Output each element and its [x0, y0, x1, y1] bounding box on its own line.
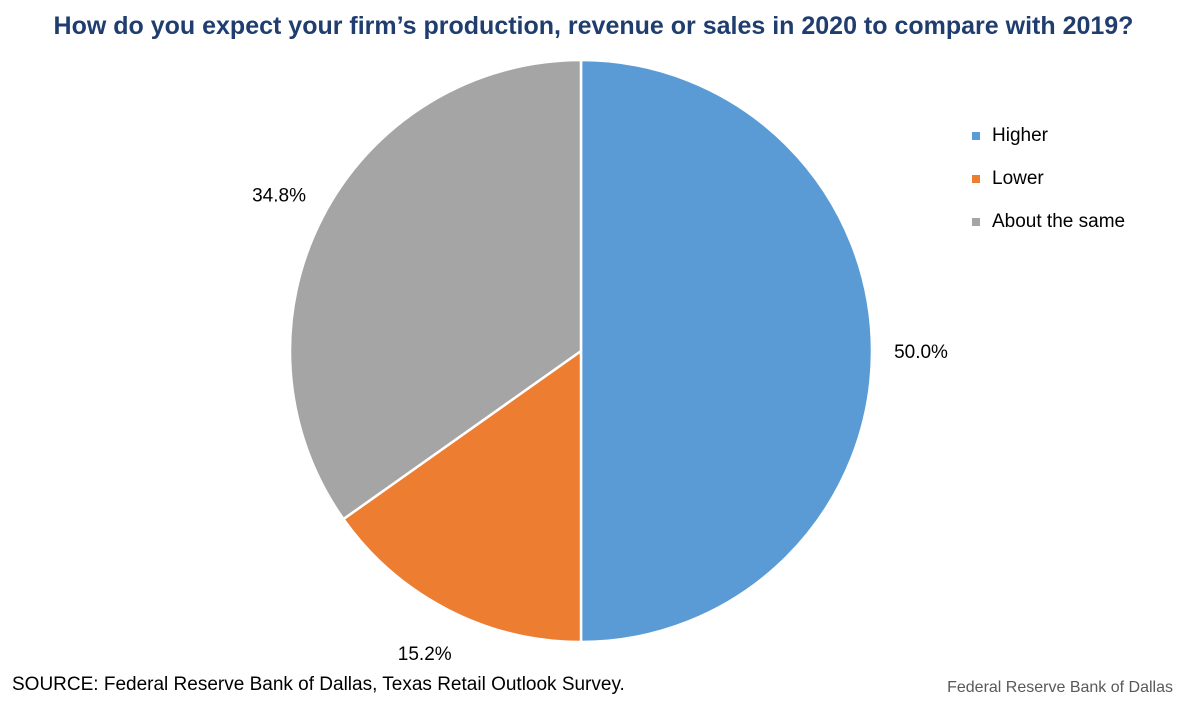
data-label-about-the-same: 34.8% — [252, 186, 306, 207]
pie-slice-lower — [342, 349, 583, 644]
legend-swatch — [972, 131, 980, 140]
legend-item: Lower — [972, 157, 1125, 200]
chart-title: How do you expect your firm’s production… — [53, 12, 1134, 40]
pie-slices — [288, 58, 874, 644]
legend-label: Higher — [992, 124, 1048, 146]
legend-label: Lower — [992, 167, 1044, 189]
legend-item: About the same — [972, 200, 1125, 243]
legend-item: Higher — [972, 114, 1125, 157]
legend-label: About the same — [992, 210, 1126, 232]
data-label-lower: 15.2% — [398, 644, 452, 665]
pie-data-labels: 50.0% 15.2% 34.8% — [252, 186, 948, 665]
legend: Higher Lower About the same — [972, 114, 1125, 243]
legend-swatch — [972, 217, 980, 226]
footer-credit: Federal Reserve Bank of Dallas — [947, 679, 1173, 696]
source-note: SOURCE: Federal Reserve Bank of Dallas, … — [12, 674, 625, 695]
pie-slice-higher — [579, 58, 874, 644]
data-label-higher: 50.0% — [894, 342, 948, 363]
pie-slice-about-the-same — [288, 58, 583, 521]
legend-swatch — [972, 174, 980, 183]
